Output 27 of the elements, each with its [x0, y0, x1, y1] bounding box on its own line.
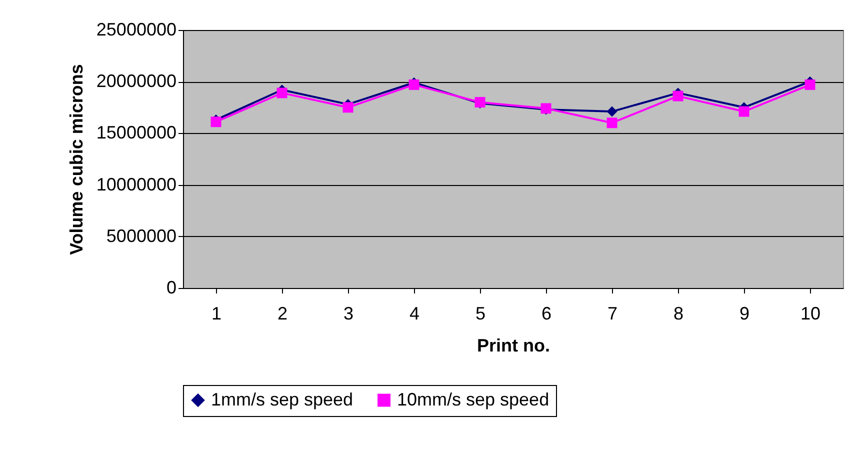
- x-tick-label: 2: [277, 304, 288, 324]
- x-tick-label: 10: [800, 304, 821, 324]
- point: [804, 79, 816, 90]
- y-tick-label: 20000000: [96, 71, 176, 92]
- x-axis-title: Print no.: [477, 336, 550, 356]
- x-tick-label: 4: [409, 304, 420, 324]
- y-tick-label: 25000000: [96, 20, 176, 40]
- x-tick-label: 6: [541, 304, 552, 324]
- point: [738, 106, 750, 117]
- point: [342, 102, 354, 113]
- x-tick-label: 3: [343, 304, 354, 324]
- legend-label: 1mm/s sep speed: [211, 389, 354, 410]
- y-tick-label: 15000000: [96, 122, 176, 143]
- point: [276, 88, 288, 98]
- x-tick-label: 5: [475, 304, 486, 324]
- x-tick-label: 7: [607, 304, 618, 324]
- y-axis-title: Volume cubic microns: [66, 64, 86, 255]
- x-tick-label: 1: [211, 304, 222, 324]
- y-tick-label: 10000000: [96, 174, 176, 194]
- x-tick-label: 9: [739, 304, 750, 324]
- point: [606, 118, 618, 128]
- point: [672, 90, 684, 102]
- y-tick-label: 0: [166, 278, 176, 298]
- y-tick-label: 5000000: [106, 226, 176, 246]
- point: [606, 106, 618, 117]
- x-tick-label: 8: [673, 304, 684, 324]
- legend-label: 10mm/s sep speed: [397, 389, 550, 410]
